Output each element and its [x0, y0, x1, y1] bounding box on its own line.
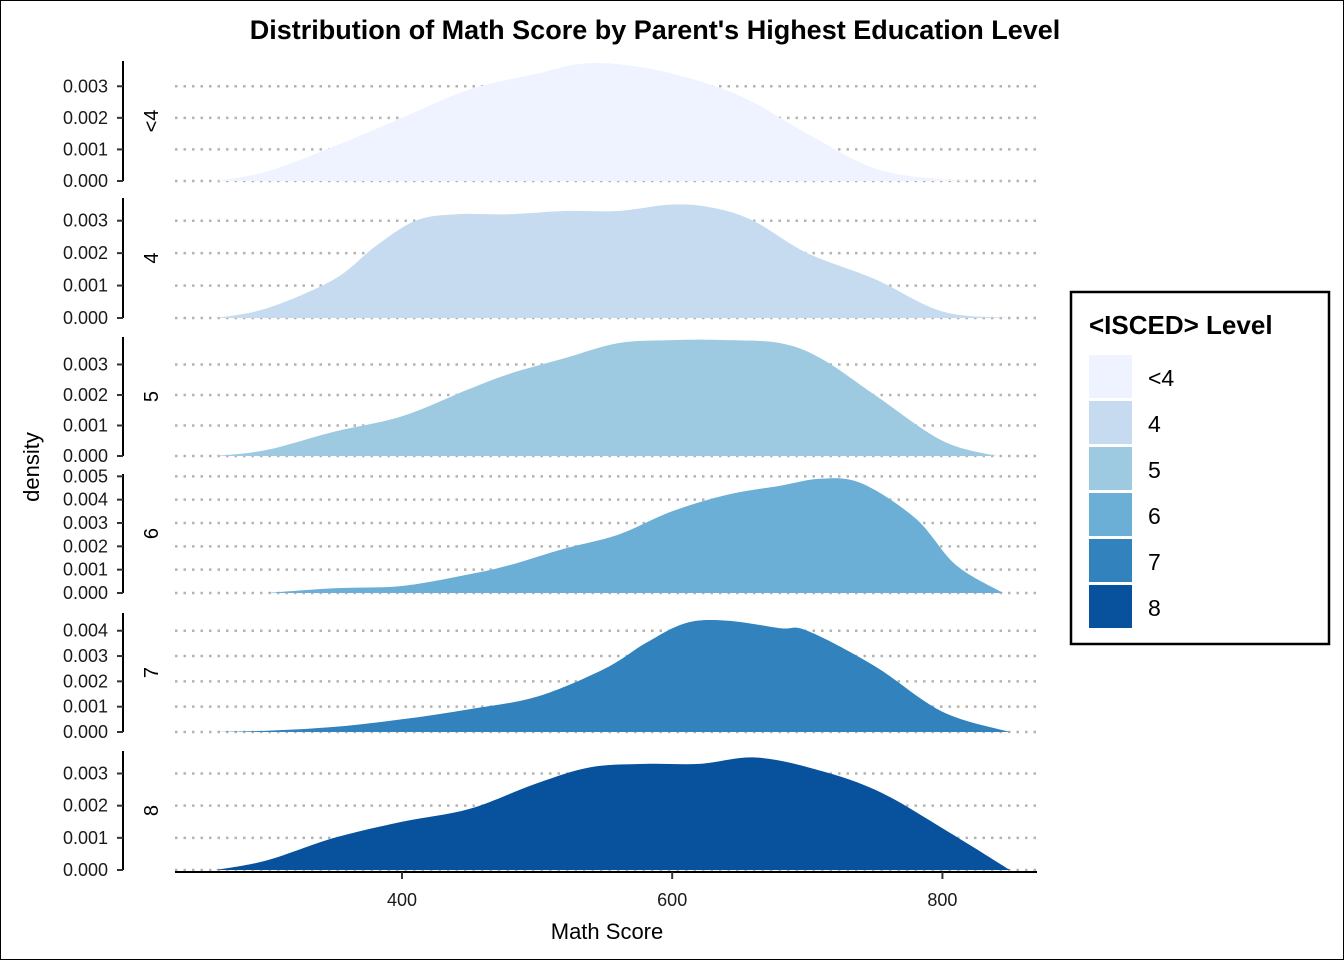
y-tick-label: 0.005: [63, 466, 108, 486]
legend-title: <ISCED> Level: [1089, 310, 1273, 340]
y-tick-label: 0.000: [63, 583, 108, 603]
y-tick-label: 0.002: [63, 243, 108, 263]
panel-1: 0.000 0.001 0.002 0.003 <4: [63, 61, 1037, 191]
panel-label: 7: [141, 667, 163, 678]
panel-label: 4: [141, 252, 163, 263]
legend-label: 8: [1148, 595, 1161, 621]
y-tick-label: 0.002: [63, 671, 108, 691]
panel-5: 0.000 0.001 0.002 0.003 0.004 7: [63, 613, 1037, 742]
y-tick-label: 0.003: [63, 513, 108, 533]
y-tick-label: 0.000: [63, 446, 108, 466]
panel-4: 0.000 0.001 0.002 0.003 0.004 0.005 6: [63, 466, 1037, 603]
legend-entry: 6: [1089, 493, 1161, 536]
legend-entry: 4: [1089, 401, 1161, 444]
density-area: [215, 63, 1010, 181]
panel-6: 0.000 0.001 0.002 0.003 8: [63, 751, 1037, 880]
y-tick-label: 0.003: [63, 76, 108, 96]
y-tick-label: 0.001: [63, 560, 108, 580]
density-area: [215, 620, 1010, 732]
y-tick-label: 0.000: [63, 308, 108, 328]
legend-swatch: [1089, 355, 1132, 398]
density-area: [215, 339, 997, 456]
y-tick-label: 0.001: [63, 276, 108, 296]
legend-label: 4: [1148, 411, 1161, 437]
y-tick-label: 0.002: [63, 796, 108, 816]
legend-entry: 7: [1089, 539, 1161, 582]
panel-label: 6: [141, 528, 163, 539]
panel-label: 5: [141, 391, 163, 402]
density-area: [215, 204, 1010, 318]
legend-swatch: [1089, 585, 1132, 628]
legend-swatch: [1089, 447, 1132, 490]
legend-entry: 5: [1089, 447, 1161, 490]
density-area: [266, 478, 1004, 593]
y-tick-label: 0.002: [63, 536, 108, 556]
panel-label: <4: [141, 110, 163, 133]
x-tick-label: 800: [927, 890, 957, 910]
y-tick-label: 0.004: [63, 490, 108, 510]
legend-entry: <4: [1089, 355, 1174, 398]
x-tick-label: 400: [387, 890, 417, 910]
legend-entries: <4 4 5 6 7 8: [1089, 355, 1174, 628]
y-tick-label: 0.000: [63, 722, 108, 742]
legend-entry: 8: [1089, 585, 1161, 628]
y-tick-label: 0.002: [63, 108, 108, 128]
panel-2: 0.000 0.001 0.002 0.003 4: [63, 198, 1037, 328]
chart-title: Distribution of Math Score by Parent's H…: [250, 15, 1061, 45]
y-tick-label: 0.001: [63, 828, 108, 848]
y-tick-label: 0.002: [63, 385, 108, 405]
y-axis-title: density: [19, 432, 44, 502]
legend-label: <4: [1148, 365, 1174, 391]
panels: 0.0000.0010.0020.003<40.0000.0010.0020.0…: [63, 61, 1037, 880]
legend-swatch: [1089, 493, 1132, 536]
x-tick-label: 600: [657, 890, 687, 910]
y-tick-label: 0.004: [63, 621, 108, 641]
legend-label: 5: [1148, 457, 1161, 483]
panel-label: 8: [141, 805, 163, 816]
density-area: [215, 757, 1010, 870]
y-tick-label: 0.001: [63, 139, 108, 159]
legend: <ISCED> Level <4 4 5 6 7 8: [1069, 290, 1331, 646]
y-tick-label: 0.003: [63, 211, 108, 231]
panel-3: 0.000 0.001 0.002 0.003 5: [63, 337, 1037, 466]
y-tick-label: 0.003: [63, 764, 108, 784]
y-tick-label: 0.001: [63, 415, 108, 435]
y-tick-label: 0.000: [63, 860, 108, 880]
x-axis: 400 600 800: [175, 871, 1037, 910]
y-tick-label: 0.000: [63, 171, 108, 191]
y-tick-label: 0.003: [63, 354, 108, 374]
legend-swatch: [1089, 401, 1132, 444]
y-tick-label: 0.003: [63, 646, 108, 666]
x-axis-title: Math Score: [551, 919, 664, 944]
legend-label: 6: [1148, 503, 1161, 529]
legend-swatch: [1089, 539, 1132, 582]
y-tick-label: 0.001: [63, 697, 108, 717]
legend-label: 7: [1148, 549, 1161, 575]
